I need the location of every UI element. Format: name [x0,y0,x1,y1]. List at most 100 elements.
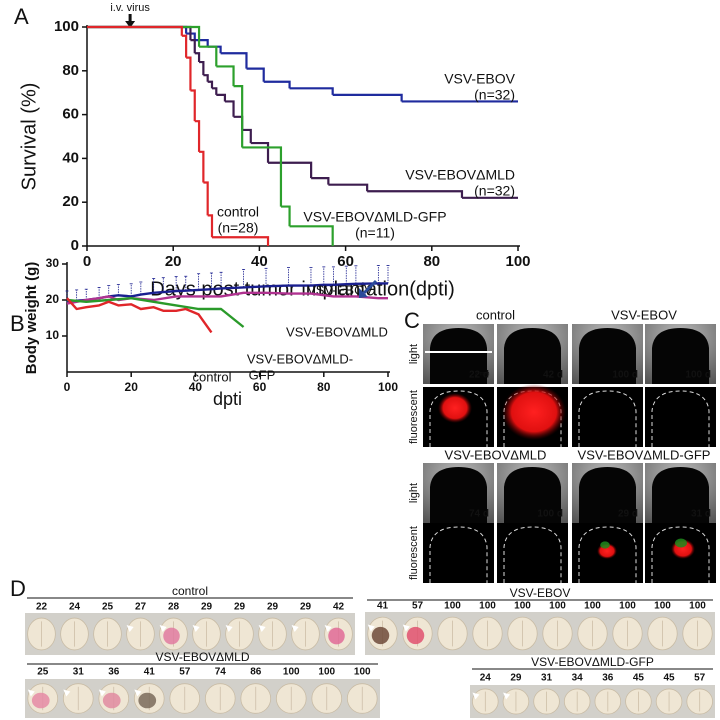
survival-step [263,80,291,89]
survival-day: 36 [602,673,614,684]
survival-step [242,128,252,144]
survival-step [194,52,201,63]
tumor-arrowhead [291,625,299,632]
x-tick-label: 60 [337,253,354,270]
survival-day: 74 [215,667,227,678]
series-label: (n=11) [355,225,395,241]
y-tick-label: 100 [54,18,79,35]
survival-step [311,177,330,185]
series-label: VSV-EBOV [444,71,515,87]
survival-day: 100 [654,601,671,612]
day-label: 74 d [469,509,489,520]
survival-step [207,80,214,89]
y-tick-label: 40 [62,149,79,166]
pointer-arrow [362,279,378,295]
brain-silhouette [652,467,709,523]
tumor-area [138,692,157,709]
row-label: fluorescent [408,390,420,444]
tumor-area [102,692,121,709]
survival-step [186,32,196,41]
tumor-area [406,626,425,645]
survival-day: 29 [234,602,246,613]
brain-outline [429,390,488,447]
survival-day: 100 [318,667,335,678]
day-label: 42 d [543,370,563,381]
survival-step [220,52,248,69]
survival-step [216,93,227,102]
survival-day: 41 [144,667,156,678]
day-label: 100 d [537,509,563,520]
tumor-arrowhead [324,625,332,632]
survival-step [199,45,218,67]
survival-step [87,25,192,41]
survival-day: 41 [377,601,389,612]
survival-day: 29 [267,602,279,613]
x-tick-label: 80 [423,253,440,270]
survival-step [268,161,313,179]
survival-day: 100 [283,667,300,678]
survival-day: 31 [73,667,85,678]
x-tick-label: 40 [189,380,203,394]
y-tick-label: 30 [46,256,60,270]
series-line [66,291,388,305]
x-tick-label: 100 [378,380,398,394]
y-axis-title: Body weight (g) [23,262,40,375]
tumor-area [371,626,390,645]
annotation-arrowhead [125,21,136,28]
tumor-arrowhead [225,625,233,632]
series-label: (n=32) [474,183,515,199]
brain-outline [578,390,637,447]
series-label: control [192,369,231,384]
survival-step [216,65,235,87]
gfp-signal [600,541,610,549]
series-label: VSV-EBOVΔMLD [286,324,388,339]
tumor-arrowhead [98,689,106,697]
survival-step [203,181,209,216]
tumor-arrowhead [258,625,266,632]
tumor-arrowhead [27,689,35,697]
panel-label: A [14,4,29,29]
series-label: VSV-EBOVΔMLD-GFP [303,209,446,225]
series-line [66,297,245,328]
group-title: VSV-EBOVΔMLD [445,447,547,462]
group-title: VSV-EBOVΔMLD-GFP [578,447,711,462]
x-tick-label: 20 [165,253,182,270]
fluorescent-image [572,387,643,447]
survival-step [367,190,464,198]
survival-step [211,236,270,246]
survival-day: 57 [412,601,424,612]
survival-day: 100 [444,601,461,612]
fluorescent-image [423,523,494,583]
tumor-area [163,627,180,645]
x-tick-label: 60 [253,380,267,394]
annotation: i.v. virus [110,2,150,14]
survival-step [190,89,196,122]
gfp-signal [675,538,687,548]
survival-step [190,39,196,54]
y-tick-label: 10 [46,328,60,342]
brain-silhouette [652,328,709,384]
day-label: 100 d [612,370,638,381]
tumor-arrowhead [472,692,480,700]
survival-step [250,141,270,163]
survival-step [207,214,214,238]
survival-step [194,120,201,152]
survival-step [289,87,334,95]
tumor-arrowhead [134,689,142,697]
survival-day: 25 [37,667,49,678]
panel-label: C [404,308,420,333]
survival-day: 29 [300,602,312,613]
survival-day: 34 [572,673,584,684]
survival-step [233,115,244,130]
series-line [66,297,213,334]
survival-day: 57 [179,667,191,678]
tumor-arrowhead [503,692,511,700]
survival-day: 22 [36,602,48,613]
survival-day: 24 [69,602,81,613]
survival-step [280,205,291,227]
tumor-area [31,692,50,709]
group-title: VSV-EBOVΔMLD [155,650,249,664]
brain-silhouette [430,328,487,384]
x-tick-label: 20 [125,380,139,394]
x-tick-label: 0 [64,380,71,394]
